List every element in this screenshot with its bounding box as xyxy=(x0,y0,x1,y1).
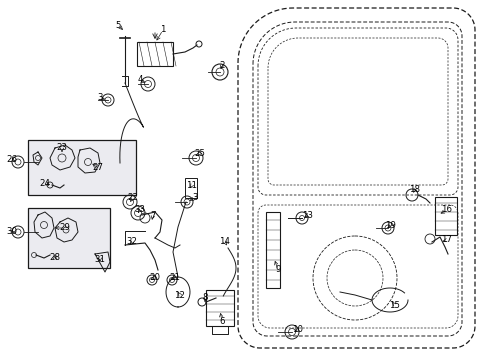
Bar xyxy=(434,197,456,235)
Bar xyxy=(28,140,136,195)
Text: 31: 31 xyxy=(94,256,105,265)
Text: 14: 14 xyxy=(219,238,230,247)
Text: 8: 8 xyxy=(202,293,207,302)
Text: 19: 19 xyxy=(384,220,395,230)
Bar xyxy=(205,290,234,326)
Text: 27: 27 xyxy=(92,163,103,172)
Bar xyxy=(184,178,197,198)
Bar xyxy=(28,208,110,268)
Text: 2: 2 xyxy=(219,60,224,69)
Text: 13: 13 xyxy=(302,211,313,220)
Text: 3: 3 xyxy=(97,94,102,103)
Text: 1: 1 xyxy=(160,26,165,35)
Text: 5: 5 xyxy=(115,21,121,30)
Text: 17: 17 xyxy=(441,235,451,244)
Text: 21: 21 xyxy=(169,274,180,283)
Text: 24: 24 xyxy=(40,179,50,188)
Bar xyxy=(137,42,173,66)
Bar xyxy=(265,212,280,288)
Text: 12: 12 xyxy=(174,291,185,300)
Text: 3: 3 xyxy=(192,194,197,202)
Text: 30: 30 xyxy=(6,228,18,237)
Text: 16: 16 xyxy=(441,206,451,215)
Text: 15: 15 xyxy=(389,301,400,310)
Text: 22: 22 xyxy=(127,194,138,202)
Text: 6: 6 xyxy=(219,318,224,327)
Text: 28: 28 xyxy=(49,253,61,262)
Text: 4: 4 xyxy=(137,76,142,85)
Text: 10: 10 xyxy=(292,325,303,334)
Text: 26: 26 xyxy=(6,156,18,165)
Text: 11: 11 xyxy=(186,180,197,189)
Text: 9: 9 xyxy=(275,266,280,274)
Text: 32: 32 xyxy=(126,238,137,247)
Text: 25: 25 xyxy=(194,148,205,158)
Text: 23: 23 xyxy=(57,144,67,153)
Text: 20: 20 xyxy=(149,274,160,283)
Text: 29: 29 xyxy=(60,224,70,233)
Text: 33: 33 xyxy=(134,206,145,215)
Text: 18: 18 xyxy=(408,185,420,194)
Text: 7: 7 xyxy=(150,211,156,220)
